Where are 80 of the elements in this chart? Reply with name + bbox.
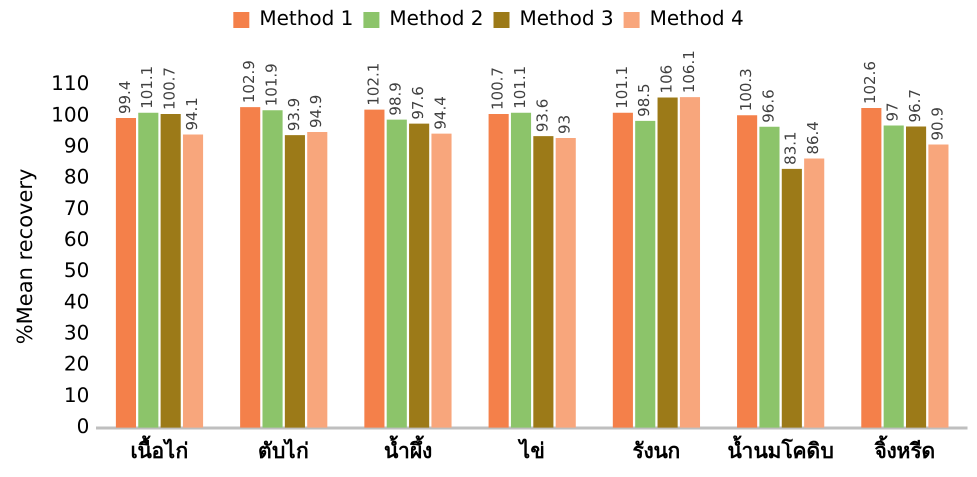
y-tick-label: 20	[64, 352, 90, 376]
bar	[488, 114, 509, 428]
x-tick-label: ไข่	[518, 438, 545, 463]
data-label: 93.9	[284, 98, 303, 132]
y-tick-label: 40	[64, 289, 90, 314]
x-tick-label: รังนก	[632, 438, 680, 463]
bar	[182, 134, 204, 428]
data-label: 100.7	[160, 67, 179, 110]
data-label: 101.1	[138, 66, 156, 109]
data-label: 102.6	[861, 61, 880, 104]
data-label: 101.9	[262, 63, 280, 106]
data-label: 106	[657, 64, 676, 94]
data-label: 102.1	[364, 62, 382, 106]
x-tick-label: น้ำนมโคดิบ	[728, 434, 834, 463]
data-label: 101.1	[612, 66, 631, 109]
bar	[612, 112, 633, 428]
data-label: 94.4	[431, 96, 450, 130]
data-label: 101.1	[510, 66, 529, 109]
bar	[759, 126, 780, 428]
bar	[635, 120, 656, 428]
legend-label: Method 3	[520, 6, 614, 30]
bar	[240, 107, 260, 428]
data-label: 97.6	[409, 86, 428, 120]
bar	[928, 144, 948, 428]
data-label: 96.7	[906, 89, 924, 122]
data-label: 94.1	[182, 97, 201, 131]
bar	[782, 168, 802, 428]
legend-label: Method 4	[650, 6, 744, 30]
bar	[658, 97, 678, 428]
data-label: 106.1	[680, 50, 698, 94]
legend-label: Method 2	[389, 6, 484, 30]
y-tick-label: 60	[64, 227, 90, 252]
data-label: 99.4	[116, 80, 134, 114]
data-label: 90.9	[928, 107, 946, 141]
data-label: 93.6	[533, 98, 552, 132]
data-label: 100.3	[737, 68, 755, 112]
bar	[160, 114, 181, 428]
bar	[284, 135, 305, 428]
bar	[431, 134, 452, 428]
y-tick-label: 90	[64, 134, 90, 158]
bar	[409, 124, 430, 428]
data-label: 98.9	[386, 82, 405, 116]
y-tick-label: 80	[64, 164, 90, 189]
data-label: 96.6	[759, 89, 778, 123]
bar	[861, 108, 882, 428]
y-axis-title: %Mean recovery	[13, 168, 38, 344]
data-label: 102.9	[240, 60, 258, 104]
data-label: 100.7	[488, 67, 507, 110]
bar	[386, 120, 407, 428]
bar	[138, 112, 158, 428]
bar	[556, 138, 576, 428]
bar	[116, 118, 136, 428]
y-tick-label: 70	[64, 196, 90, 220]
bar	[737, 115, 758, 428]
y-tick-label: 10	[64, 382, 90, 407]
y-tick-label: 0	[76, 414, 90, 438]
data-label: 97	[884, 102, 902, 122]
data-label: 83.1	[782, 131, 800, 165]
bar	[804, 158, 824, 428]
data-label: 98.5	[635, 83, 654, 117]
data-label: 94.9	[307, 94, 326, 128]
legend-label: Method 1	[259, 6, 354, 30]
y-tick-label: 50	[64, 258, 90, 282]
data-label: 93	[556, 114, 574, 134]
x-tick-label: จิ้งหรีด	[873, 434, 936, 463]
bar	[262, 110, 283, 428]
bar	[510, 112, 532, 428]
y-tick-label: 110	[51, 71, 90, 96]
x-tick-label: น้ำผึ้ง	[384, 434, 432, 463]
y-tick-label: 30	[64, 320, 90, 345]
x-tick-label: ตับไก่	[258, 438, 310, 463]
bar	[906, 126, 926, 428]
bar	[533, 136, 554, 428]
bar	[364, 110, 384, 428]
y-tick-label: 100	[51, 102, 90, 126]
bar	[680, 97, 700, 428]
bar	[884, 126, 904, 428]
x-tick-label: เนื้อไก่	[130, 434, 188, 463]
data-label: 86.4	[804, 121, 822, 155]
bar	[307, 132, 328, 428]
